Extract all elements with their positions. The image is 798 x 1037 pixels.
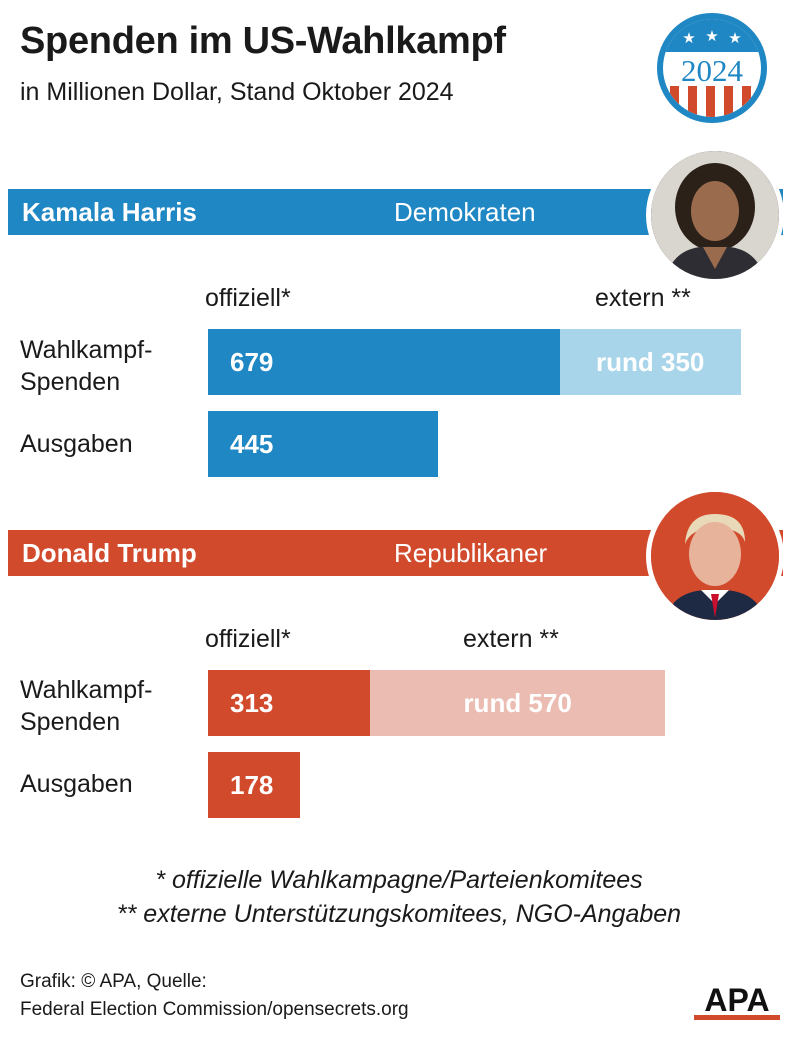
- footnote-external: ** externe Unterstützungskomitees, NGO-A…: [116, 900, 682, 928]
- trump-value-spenden-external: rund 570: [463, 688, 572, 718]
- trump-row-label-ausgaben: Ausgaben: [20, 770, 133, 798]
- svg-text:APA: APA: [704, 982, 769, 1018]
- apa-logo-icon: APA: [694, 982, 780, 1020]
- svg-text:★: ★: [682, 30, 695, 47]
- trump-party: Republikaner: [394, 538, 548, 568]
- footnote-official: * offizielle Wahlkampagne/Parteienkomite…: [155, 866, 643, 894]
- harris-value-spenden-official: 679: [230, 347, 274, 377]
- election-2024-badge-icon: ★ ★ ★ 2024: [657, 13, 767, 123]
- trump-portrait: [646, 487, 784, 625]
- trump-portrait-icon: [651, 492, 779, 620]
- svg-text:2024: 2024: [681, 53, 744, 88]
- chart-title: Spenden im US-Wahlkampf: [20, 20, 506, 62]
- harris-portrait: [646, 146, 784, 284]
- harris-value-ausgaben-official: 445: [230, 429, 274, 459]
- trump-bar-spenden-external: rund 570: [370, 670, 666, 736]
- harris-party: Demokraten: [394, 197, 536, 227]
- source-credit: Grafik: © APA, Quelle: Federal Election …: [20, 971, 409, 1020]
- trump-name: Donald Trump: [22, 538, 197, 568]
- harris-col-official: offiziell*: [205, 284, 291, 312]
- trump-col-external: extern **: [463, 625, 559, 653]
- harris-portrait-icon: [651, 151, 779, 279]
- harris-name: Kamala Harris: [22, 197, 197, 227]
- trump-bar-ausgaben-official: 178: [208, 752, 301, 818]
- harris-bar-ausgaben-official: 445: [208, 411, 439, 477]
- trump-value-ausgaben-official: 178: [230, 770, 274, 800]
- svg-text:★: ★: [705, 28, 718, 45]
- svg-text:★: ★: [728, 30, 741, 47]
- harris-bar-spenden-external: rund 350: [559, 329, 741, 395]
- harris-row-label-ausgaben: Ausgaben: [20, 430, 133, 458]
- harris-row-label-spenden: Wahlkampf- Spenden: [20, 336, 153, 396]
- trump-value-spenden-official: 313: [230, 688, 274, 718]
- trump-bar-spenden-official: 313: [208, 670, 371, 736]
- trump-col-official: offiziell*: [205, 625, 291, 653]
- harris-value-spenden-external: rund 350: [596, 347, 705, 377]
- harris-col-external: extern **: [595, 284, 691, 312]
- trump-row-label-spenden: Wahlkampf- Spenden: [20, 676, 153, 736]
- harris-bar-spenden-official: 679: [208, 329, 560, 395]
- chart-subtitle: in Millionen Dollar, Stand Oktober 2024: [20, 78, 454, 106]
